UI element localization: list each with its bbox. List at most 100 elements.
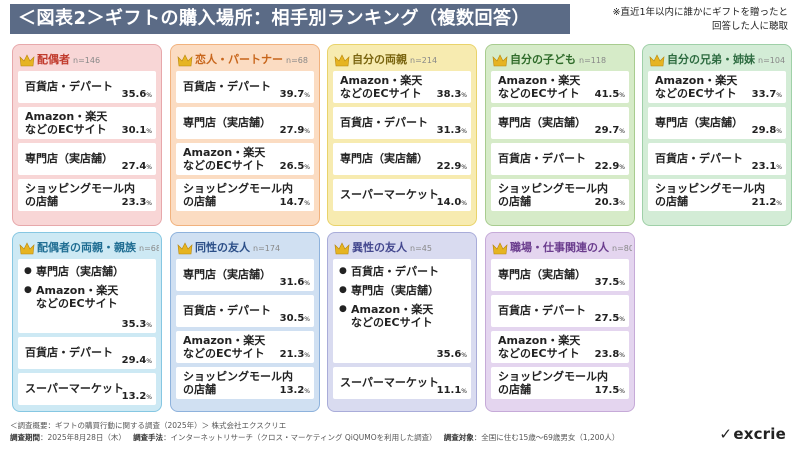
ranking-item-label: ショッピングモール内 の店舗 [25, 182, 135, 208]
survey-note: ※直近1年以内に誰かにギフトを贈ったと 回答した人に聴取 [558, 6, 788, 34]
percent-value: 41.5% [595, 89, 625, 100]
ranking-item: 専門店（実店舗） 27.4% [18, 143, 156, 175]
ranking-item: ショッピングモール内 の店舗 17.5% [491, 367, 629, 399]
percent-number: 31.3 [436, 125, 462, 136]
footer-details: 調査期間：2025年8月28日（木） 調査手法：インターネットリサーチ（クロス・… [10, 432, 690, 444]
percent-unit: % [619, 92, 625, 99]
percent-unit: % [619, 388, 625, 395]
percent-unit: % [304, 92, 310, 99]
ranking-item-label: ショッピングモール内 の店舗 [183, 182, 293, 208]
percent-value: 23.3% [122, 197, 152, 208]
ranking-item-label-line: スーパーマーケット [340, 188, 439, 201]
panel-header: 恋人・パートナー n=68 [171, 45, 321, 71]
percent-value: 22.9% [595, 161, 625, 172]
percent-number: 30.5 [279, 313, 305, 324]
percent-value: 13.2% [280, 385, 310, 396]
ranking-item-label-line: 専門店（実店舗） [498, 268, 586, 281]
ranking-item-label-line: Amazon・楽天 [655, 74, 738, 87]
ranking-item-label-line: の店舗 [498, 383, 531, 396]
percent-unit: % [304, 280, 310, 287]
percent-unit: % [461, 128, 467, 135]
ranking-item-label: 専門店（実店舗） [183, 268, 271, 281]
percent-value: 11.1% [437, 385, 467, 396]
ranking-item-label: ショッピングモール内 の店舗 [498, 182, 608, 208]
ranking-item-label-line: 百貨店・デパート [183, 304, 271, 317]
percent-number: 23.1 [751, 161, 777, 172]
ranking-item-label-line: 専門店（実店舗） [498, 116, 586, 129]
panel-title-text: 自分の子ども [510, 53, 576, 66]
ranking-item-label-line: Amazon・楽天 [498, 334, 581, 347]
percent-unit: % [776, 92, 782, 99]
footer-target-label: 調査対象 [443, 433, 474, 442]
ranking-item-label-line: の店舗 [183, 383, 216, 396]
page-title: ＜図表2＞ギフトの購入場所：相手別ランキング（複数回答） [10, 4, 570, 34]
panel-title-text: 恋人・パートナー [195, 53, 283, 66]
percent-unit: % [776, 200, 782, 207]
percent-value: 29.7% [595, 125, 625, 136]
percent-unit: % [461, 388, 467, 395]
ranking-item-label-line: スーパーマーケット [340, 376, 439, 389]
ranking-item-label-line: Amazon・楽天 [25, 110, 108, 123]
ranking-item-label: 専門店（実店舗） [25, 152, 113, 165]
ranking-item-label: Amazon・楽天 などのECサイト [655, 74, 737, 100]
percent-unit: % [304, 164, 310, 171]
ranking-item-label-line: などのECサイト [655, 87, 737, 100]
tied-item-label: などのECサイト [36, 297, 118, 310]
ranking-item-label-line: などのECサイト [183, 159, 265, 172]
panel-sample-size: n=68 [286, 56, 308, 65]
ranking-item: ショッピングモール内 の店舗 13.2% [176, 367, 314, 399]
ranking-item: Amazon・楽天 などのECサイト 30.1% [18, 107, 156, 139]
ranking-item-label-line: 専門店（実店舗） [25, 152, 113, 165]
ranking-item-label-line: 百貨店・デパート [498, 304, 586, 317]
percent-value: 27.4% [122, 161, 152, 172]
percent-number: 14.7 [279, 197, 305, 208]
footer-method-label: 調査手法 [133, 433, 164, 442]
panel-sample-size: n=146 [73, 56, 101, 65]
percent-unit: % [146, 322, 152, 329]
percent-value: 37.5% [595, 277, 625, 288]
panel-title-text: 配偶者の両親・親族 [37, 241, 136, 254]
ranking-item-label-line: Amazon・楽天 [340, 74, 423, 87]
crown-icon [177, 242, 193, 255]
percent-unit: % [619, 164, 625, 171]
ranking-panel: 配偶者 n=146 百貨店・デパート 35.6% Amazon・楽天 などのECサイト 30… [12, 44, 162, 226]
ranking-item: 専門店（実店舗） 27.9% [176, 107, 314, 139]
ranking-item-label: Amazon・楽天 などのECサイト [25, 110, 107, 136]
percent-value: 23.8% [595, 349, 625, 360]
panel-header: 職場・仕事関連の人 n=80 [486, 233, 636, 259]
ranking-item: スーパーマーケット 11.1% [333, 367, 471, 399]
ranking-item-label: スーパーマーケット [340, 376, 439, 389]
ranking-item-label-line: の店舗 [655, 195, 688, 208]
ranking-item-label-line: 専門店（実店舗） [183, 268, 271, 281]
panel-title: 配偶者 n=146 [37, 51, 159, 67]
ranking-item-label-line: 百貨店・デパート [498, 152, 586, 165]
ranking-item-label: 百貨店・デパート [498, 304, 586, 317]
ranking-item: 百貨店・デパート 30.5% [176, 295, 314, 327]
ranking-item-label-line: 専門店（実店舗） [183, 116, 271, 129]
ranking-item-label: ショッピングモール内 の店舗 [655, 182, 765, 208]
percent-number: 13.2 [279, 385, 305, 396]
percent-number: 35.3 [121, 319, 147, 330]
ranking-item-label-line: ショッピングモール内 [498, 182, 608, 195]
ranking-panel: 自分の子ども n=118 Amazon・楽天 などのECサイト 41.5% 専門店（実店舗… [485, 44, 635, 226]
panel-title-text: 自分の両親 [352, 53, 407, 66]
ranking-item-label-line: Amazon・楽天 [183, 334, 266, 347]
percent-number: 20.3 [594, 197, 620, 208]
percent-unit: % [304, 388, 310, 395]
ranking-item: スーパーマーケット 14.0% [333, 179, 471, 211]
ranking-item-label-line: スーパーマーケット [25, 382, 124, 395]
percent-unit: % [619, 316, 625, 323]
ranking-item-label-line: 百貨店・デパート [340, 116, 428, 129]
ranking-item-label-line: ショッピングモール内 [183, 182, 293, 195]
percent-number: 22.9 [436, 161, 462, 172]
panel-title: 配偶者の両親・親族 n=68 [37, 239, 159, 255]
percent-value: 22.9% [437, 161, 467, 172]
ranking-item-label-line: 百貨店・デパート [655, 152, 743, 165]
percent-value: 31.6% [280, 277, 310, 288]
percent-value: 14.7% [280, 197, 310, 208]
percent-number: 22.9 [594, 161, 620, 172]
percent-value: 29.8% [752, 125, 782, 136]
percent-value: 31.3% [437, 125, 467, 136]
percent-unit: % [304, 128, 310, 135]
tied-item-label: Amazon・楽天 [339, 303, 467, 316]
